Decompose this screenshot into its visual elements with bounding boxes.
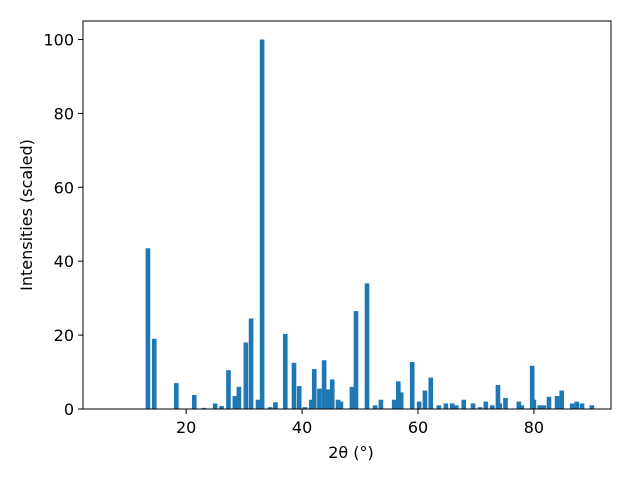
y-tick-label: 100: [43, 30, 74, 49]
bar: [495, 384, 501, 409]
bar: [546, 396, 552, 409]
bar: [201, 407, 207, 409]
bar: [335, 399, 341, 409]
bar: [531, 399, 537, 409]
bar: [574, 401, 580, 409]
bar: [219, 406, 224, 409]
bar: [248, 318, 254, 409]
bar: [191, 394, 197, 409]
bar: [461, 399, 467, 409]
x-tick-label: 20: [176, 418, 196, 437]
bar: [391, 399, 397, 409]
bar: [329, 379, 335, 409]
bar: [503, 397, 508, 409]
y-tick-label: 60: [54, 178, 74, 197]
bar: [317, 388, 322, 409]
bar: [559, 390, 565, 409]
bar: [364, 283, 370, 409]
bar: [395, 381, 401, 409]
bar: [273, 402, 278, 409]
bar: [353, 311, 359, 409]
bar: [372, 405, 378, 409]
bar: [497, 403, 503, 409]
bar: [259, 39, 265, 409]
bar: [309, 399, 314, 409]
bar: [255, 399, 261, 409]
bar: [519, 405, 525, 409]
y-tick-label: 20: [54, 326, 74, 345]
bar: [212, 403, 218, 409]
bar: [443, 403, 449, 409]
bar: [267, 407, 273, 409]
bar: [321, 360, 327, 409]
bar: [173, 383, 179, 409]
bar: [516, 401, 522, 409]
bar: [579, 403, 585, 409]
x-axis-label: 2θ (°): [328, 443, 374, 462]
y-tick-label: 80: [54, 104, 74, 123]
bar: [537, 405, 543, 409]
bar: [569, 403, 575, 409]
x-tick-label: 60: [408, 418, 428, 437]
bar: [477, 407, 483, 409]
bar: [589, 405, 595, 409]
bar: [416, 401, 422, 409]
y-tick-label: 0: [64, 400, 74, 419]
bar: [378, 399, 384, 409]
bar: [349, 386, 355, 409]
bar: [151, 338, 157, 409]
bar: [282, 333, 288, 409]
bar: [325, 389, 331, 409]
bar: [226, 370, 231, 409]
x-tick-label: 40: [292, 418, 312, 437]
bar: [453, 405, 459, 409]
bar: [428, 377, 434, 409]
bar: [409, 362, 415, 409]
bar: [311, 369, 317, 409]
bar: [541, 405, 547, 409]
bar: [449, 403, 455, 409]
bar: [302, 407, 308, 409]
y-tick-label: 40: [54, 252, 74, 271]
bar: [554, 396, 560, 409]
bar: [296, 386, 302, 409]
bar: [436, 405, 442, 409]
bar: [232, 396, 238, 409]
bar: [470, 403, 476, 409]
bar: [489, 405, 495, 409]
plot-frame: [82, 20, 612, 410]
bar: [398, 392, 404, 409]
x-tick-label: 80: [524, 418, 544, 437]
y-axis-label: Intensities (scaled): [17, 139, 36, 291]
bar: [243, 342, 249, 409]
bar: [236, 386, 242, 409]
bar: [529, 365, 535, 409]
bar: [483, 401, 489, 409]
bar: [422, 390, 428, 409]
bar: [145, 248, 151, 409]
bar: [338, 401, 344, 409]
bar: [291, 362, 297, 409]
